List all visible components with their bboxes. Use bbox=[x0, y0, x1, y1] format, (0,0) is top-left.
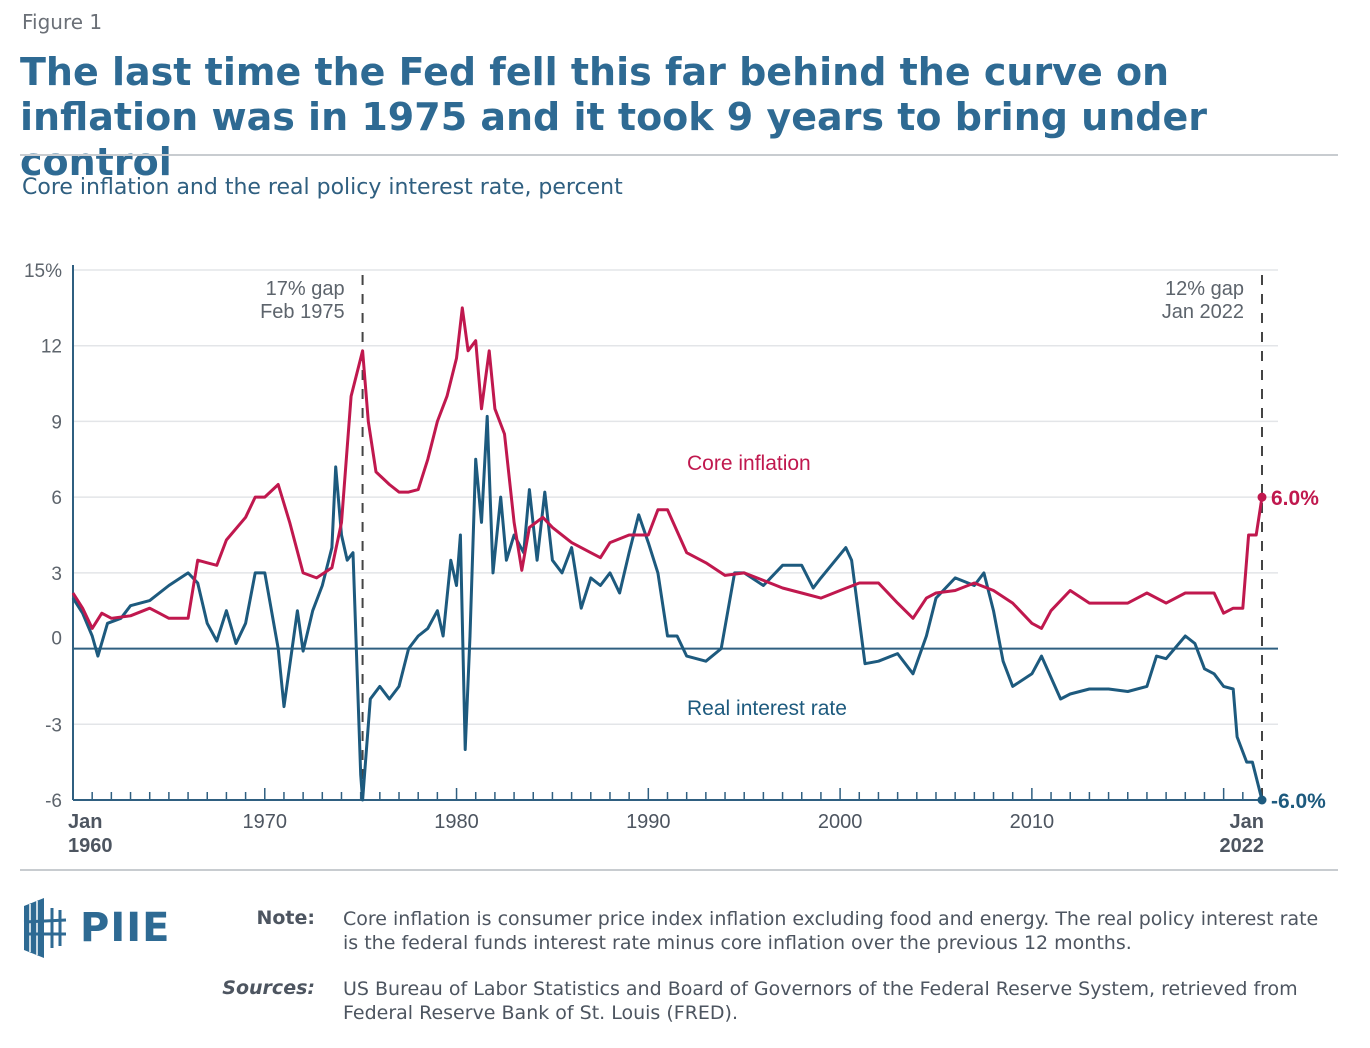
x-tick-label: 2000 bbox=[818, 811, 863, 833]
series-label: Core inflation bbox=[687, 452, 811, 475]
x-tick-label: 1970 bbox=[243, 811, 288, 833]
series-line-real-interest-rate bbox=[71, 414, 1264, 802]
note-text: Core inflation is consumer price index i… bbox=[343, 908, 1319, 954]
y-tick-label: -6 bbox=[45, 791, 62, 812]
x-tick-label: Jan bbox=[68, 811, 102, 833]
x-tick-label: 1990 bbox=[626, 811, 671, 833]
series-endpoint bbox=[1257, 492, 1267, 502]
y-tick-label: -3 bbox=[45, 715, 62, 736]
chart-subtitle: Core inflation and the real policy inter… bbox=[22, 175, 623, 200]
divider bbox=[20, 869, 1338, 871]
series-line-core-inflation bbox=[71, 306, 1264, 630]
y-tick-label: 0 bbox=[51, 629, 62, 650]
x-tick-label: 2022 bbox=[1220, 835, 1265, 857]
annotation-date-label: Jan 2022 bbox=[1162, 301, 1244, 323]
series-end-label: 6.0% bbox=[1271, 487, 1319, 510]
building-logo-icon bbox=[23, 898, 67, 958]
series-end-label: -6.0% bbox=[1271, 790, 1326, 813]
x-tick-label: Jan bbox=[1230, 811, 1264, 833]
annotation-gap-label: 17% gap bbox=[266, 278, 345, 300]
piie-logo: PIIE bbox=[20, 898, 170, 958]
y-tick-label: 6 bbox=[51, 488, 62, 509]
sources-text: US Bureau of Labor Statistics and Board … bbox=[343, 978, 1298, 1024]
annotation-date-label: Feb 1975 bbox=[260, 301, 345, 323]
y-tick-label: 9 bbox=[51, 412, 62, 433]
series-label: Real interest rate bbox=[687, 697, 847, 720]
chart-title: The last time the Fed fell this far behi… bbox=[20, 50, 1207, 184]
note-label: Note: bbox=[256, 907, 315, 929]
x-tick-label: 2010 bbox=[1010, 811, 1055, 833]
y-tick-label: 15% bbox=[24, 261, 62, 282]
series-endpoint bbox=[1257, 795, 1267, 805]
divider bbox=[20, 154, 1338, 156]
x-tick-label: 1960 bbox=[68, 835, 113, 857]
y-tick-label: 12 bbox=[41, 337, 62, 358]
sources-label: Sources: bbox=[222, 977, 315, 999]
x-tick-label: 1980 bbox=[434, 811, 479, 833]
logo-text: PIIE bbox=[80, 905, 171, 951]
annotation-gap-label: 12% gap bbox=[1165, 278, 1244, 300]
figure-label: Figure 1 bbox=[22, 10, 103, 34]
y-tick-label: 3 bbox=[51, 564, 62, 585]
